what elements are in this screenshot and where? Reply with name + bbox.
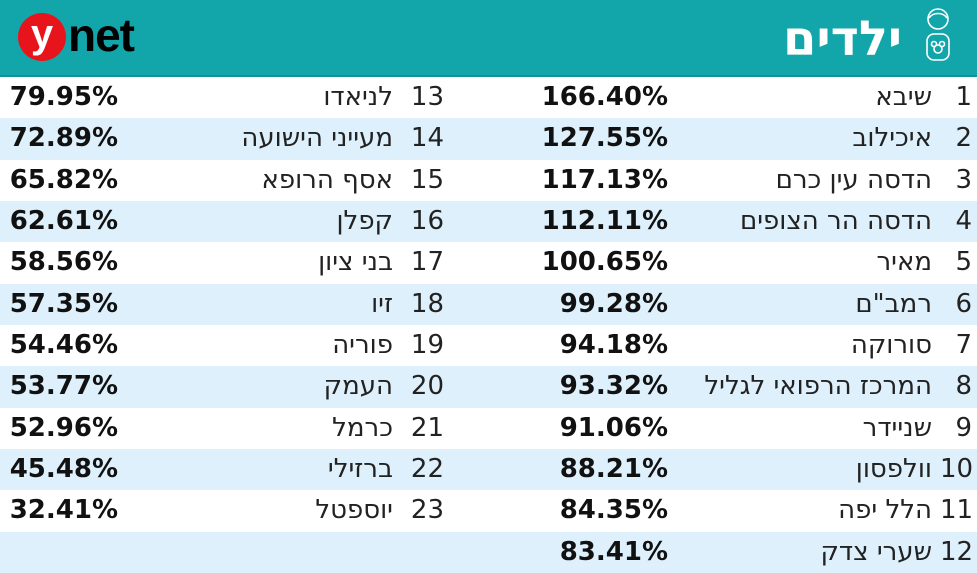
percentage-value: 84.35% (559, 495, 668, 526)
percentage-value: 127.55% (541, 123, 668, 154)
page-title: ילדים (783, 11, 902, 67)
rank-number: 14 (410, 123, 444, 154)
percentage-value: 45.48% (9, 453, 118, 484)
hospital-ranking-table: 1 שיבא 166.40% 13 לניאדו 79.95% 2 איכילוב 127.55… (0, 77, 977, 573)
percentage-value: 93.32% (559, 371, 668, 402)
percentage-value: 57.35% (9, 288, 118, 319)
percentage-value: 88.21% (559, 453, 668, 484)
hospital-name: מעייני הישועה (241, 123, 393, 154)
rank-number (400, 532, 444, 573)
hospital-name: ברזילי (327, 453, 393, 484)
rank-number: 1 (955, 82, 972, 112)
rank-number: 15 (410, 164, 444, 195)
percentage-value: 52.96% (9, 412, 118, 443)
hospital-name: שיבא (875, 82, 932, 112)
hospital-name: רמב"ם (855, 288, 932, 319)
rank-number: 4 (955, 205, 972, 236)
hospital-name: שערי צדק (820, 536, 932, 567)
rank-number: 19 (410, 329, 444, 360)
rank-number: 13 (410, 82, 444, 112)
hospital-name: וולפסון (855, 453, 932, 484)
rank-number: 2 (955, 123, 972, 154)
rank-number: 9 (955, 412, 972, 443)
percentage-value: 58.56% (9, 247, 118, 278)
hospital-name: בני ציון (318, 247, 393, 278)
percentage-value: 166.40% (541, 82, 668, 112)
rank-number: 6 (955, 288, 972, 319)
table-row: 9 שניידר 91.06% 21 כרמל 52.96% (0, 408, 977, 449)
table-row: 2 איכילוב 127.55% 14 מעייני הישועה 72.89% (0, 118, 977, 160)
rank-number: 18 (410, 288, 444, 319)
table-row: 11 הלל יפה 84.35% 23 יוספטל 32.41% (0, 490, 977, 531)
hospital-name: איכילוב (852, 123, 932, 154)
child-icon (926, 8, 950, 61)
hospital-name: סורוקה (850, 329, 932, 360)
table-row: 7 סורוקה 94.18% 19 פוריה 54.46% (0, 325, 977, 366)
hospital-name: אסף הרופא (261, 164, 393, 195)
hospital-name: זיו (371, 288, 393, 319)
hospital-name: הדסה הר הצופים (739, 205, 932, 236)
hospital-name: הלל יפה (838, 495, 932, 526)
hospital-name: כרמל (332, 412, 393, 443)
percentage-value: 112.11% (541, 205, 668, 236)
table-row: 6 רמב"ם 99.28% 18 זיו 57.35% (0, 283, 977, 325)
rank-number: 8 (955, 371, 972, 402)
table-row: 10 וולפסון 88.21% 22 ברזילי 45.48% (0, 448, 977, 491)
hospital-name: קפלן (336, 205, 393, 236)
percentage-value: 79.95% (9, 82, 118, 112)
percentage-value: 99.28% (559, 288, 668, 319)
header-banner: y net ילדים (0, 0, 977, 77)
hospital-name: העמק (323, 371, 393, 402)
hospital-name (133, 532, 393, 573)
percentage-value: 117.13% (541, 164, 668, 195)
hospital-name: המרכז הרפואי לגליל (704, 371, 932, 402)
rank-number: 10 (940, 453, 974, 484)
percentage-value: 83.41% (559, 536, 668, 567)
table-row: 12 שערי צדק 83.41% (0, 531, 977, 573)
rank-number: 5 (955, 247, 972, 278)
table-row: 8 המרכז הרפואי לגליל 93.32% 20 העמק 53.77% (0, 366, 977, 408)
hospital-name: שניידר (862, 412, 932, 443)
rank-number: 7 (955, 329, 972, 360)
rank-number: 22 (410, 453, 444, 484)
rank-number: 17 (410, 247, 444, 278)
percentage-value (0, 532, 118, 573)
percentage-value: 100.65% (541, 247, 668, 278)
rank-number: 11 (940, 495, 974, 526)
rank-number: 3 (955, 164, 972, 195)
percentage-value: 91.06% (559, 412, 668, 443)
table-row: 3 הדסה עין כרם 117.13% 15 אסף הרופא 65.82% (0, 160, 977, 201)
hospital-name: פוריה (332, 329, 393, 360)
rank-number: 16 (410, 205, 444, 236)
percentage-value: 53.77% (9, 371, 118, 402)
logo-text: net (68, 9, 135, 61)
hospital-name: הדסה עין כרם (775, 164, 932, 195)
percentage-value: 72.89% (9, 123, 118, 154)
rank-number: 21 (410, 412, 444, 443)
hospital-name: מאיר (876, 247, 932, 278)
percentage-value: 54.46% (9, 329, 118, 360)
percentage-value: 65.82% (9, 164, 118, 195)
table-row: 4 הדסה הר הצופים 112.11% 16 קפלן 62.61% (0, 200, 977, 243)
logo-circle: y (18, 13, 66, 61)
rank-number: 20 (410, 371, 444, 402)
percentage-value: 94.18% (559, 329, 668, 360)
rank-number: 12 (940, 536, 974, 567)
percentage-value: 62.61% (9, 205, 118, 236)
rank-number: 23 (410, 495, 444, 526)
table-row: 1 שיבא 166.40% 13 לניאדו 79.95% (0, 77, 977, 118)
table-row: 5 מאיר 100.65% 17 בני ציון 58.56% (0, 242, 977, 283)
ynet-logo: y net (18, 9, 135, 61)
hospital-name: יוספטל (315, 495, 393, 526)
hospital-name: לניאדו (323, 82, 393, 112)
percentage-value: 32.41% (9, 495, 118, 526)
